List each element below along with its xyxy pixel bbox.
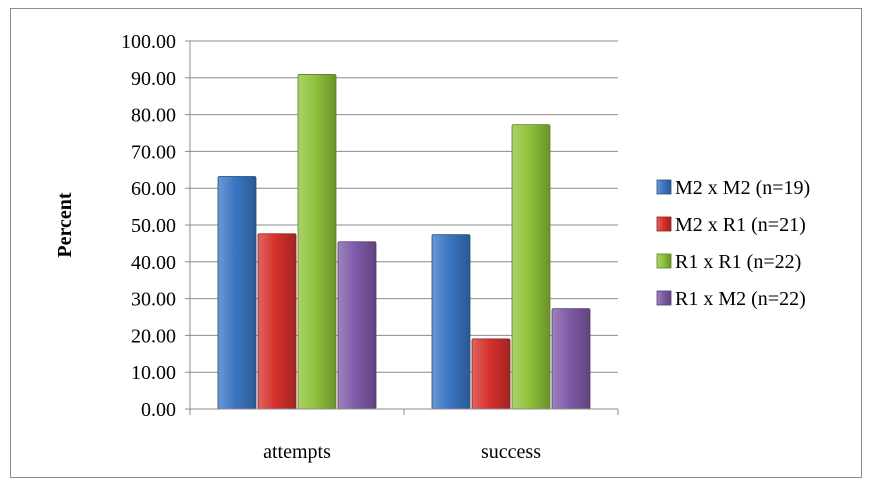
y-tick-label: 0.00 (141, 399, 176, 421)
bars (217, 74, 591, 410)
y-tick-label: 40.00 (131, 252, 176, 274)
y-tick-label: 60.00 (131, 178, 176, 200)
legend-label: R1 x R1 (n=22) (675, 251, 801, 273)
bar-attempts-series-1 (217, 176, 257, 410)
bar-success-series-3 (511, 124, 551, 410)
y-tick-label: 80.00 (131, 105, 176, 127)
y-tick-label: 70.00 (131, 141, 176, 163)
legend: M2 x M2 (n=19) M2 x R1 (n=21) R1 x R1 (n=2… (656, 177, 810, 310)
legend-swatch (656, 179, 672, 195)
axes (189, 41, 619, 415)
y-tick-label: 90.00 (131, 68, 176, 90)
legend-swatch (656, 253, 672, 269)
bar-attempts-series-2 (257, 233, 297, 410)
legend-label: M2 x M2 (n=19) (675, 177, 810, 199)
bar-attempts-series-3 (297, 74, 337, 410)
y-axis-label: Percent (54, 192, 76, 257)
x-tick-label: success (481, 441, 541, 463)
y-tick-label: 10.00 (131, 362, 176, 384)
x-tick-labels: attempts success (263, 441, 541, 463)
legend-label: R1 x M2 (n=22) (675, 288, 806, 310)
y-tick-labels: 0.00 10.00 20.00 30.00 40.00 50.00 60.00 70.00 8… (121, 31, 176, 421)
y-tick-label: 50.00 (131, 215, 176, 237)
y-tick-label: 20.00 (131, 325, 176, 347)
bar-success-series-4 (551, 308, 591, 410)
bar-attempts-series-4 (337, 241, 377, 410)
legend-label: M2 x R1 (n=21) (675, 214, 806, 236)
bar-success-series-1 (431, 234, 471, 410)
legend-swatch (656, 290, 672, 306)
x-tick-label: attempts (263, 441, 331, 463)
y-tick-label: 100.00 (121, 31, 176, 53)
bar-success-series-2 (471, 338, 511, 410)
legend-swatch (656, 216, 672, 232)
y-tick-label: 30.00 (131, 289, 176, 311)
